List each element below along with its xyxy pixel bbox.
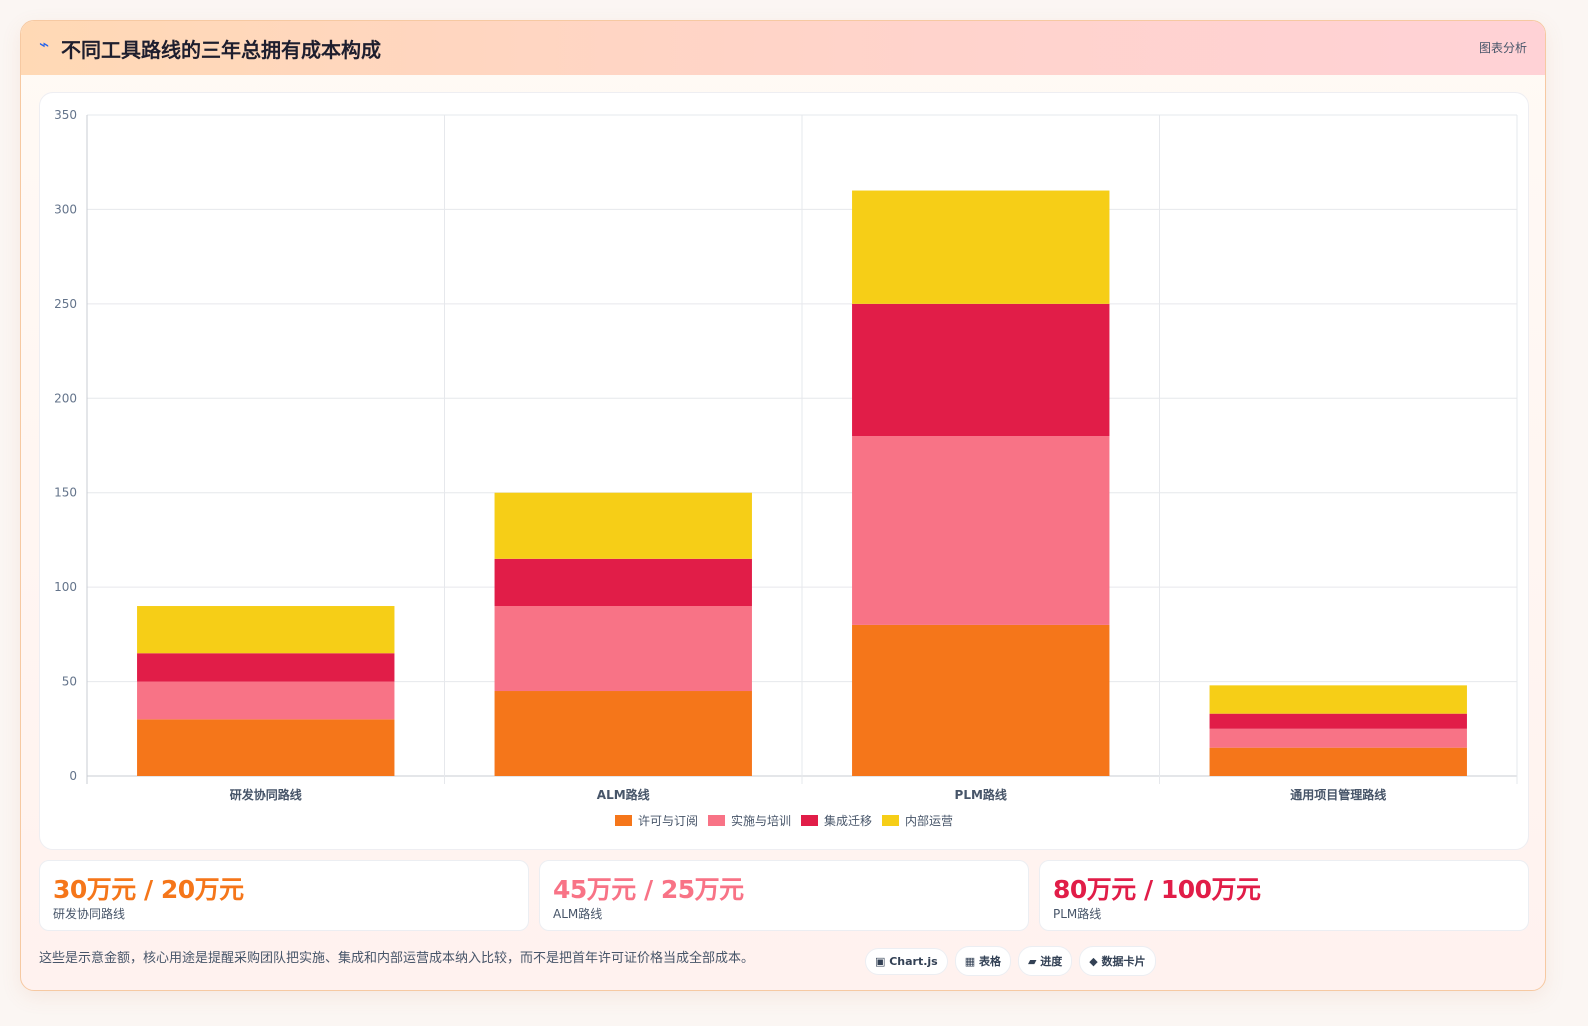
stat-card-plm: 80万元 / 100万元 PLM路线 — [1039, 860, 1529, 931]
legend-label: 许可与订阅 — [637, 814, 698, 828]
legend-swatch — [707, 815, 725, 826]
stat-label: 研发协同路线 — [53, 907, 126, 921]
chart-analysis-tag: 图表分析 — [1478, 41, 1527, 55]
chip-progress[interactable]: ▰ 进度 — [1017, 946, 1073, 976]
x-category-label: 研发协同路线 — [230, 787, 302, 802]
bar-segment — [1209, 685, 1467, 714]
bar-segment — [494, 691, 752, 776]
lightning-icon: ⌁ — [39, 35, 50, 55]
chip-chartjs[interactable]: ▣ Chart.js — [865, 948, 948, 975]
stat-label: PLM路线 — [1053, 907, 1102, 921]
x-category-label: 通用项目管理路线 — [1290, 787, 1386, 802]
y-tick-label: 300 — [54, 202, 77, 216]
stat-value: 80万元 / 100万元 — [1053, 875, 1261, 904]
legend-item[interactable]: 实施与培训 — [707, 812, 791, 829]
stat-value: 45万元 / 25万元 — [553, 875, 744, 904]
y-tick-label: 150 — [54, 486, 77, 500]
y-tick-label: 100 — [54, 580, 77, 594]
card-header: ⌁ 不同工具路线的三年总拥有成本构成 图表分析 — [21, 21, 1545, 75]
stat-card-rd: 30万元 / 20万元 研发协同路线 — [39, 860, 529, 931]
bar-segment — [494, 492, 752, 559]
y-tick-label: 50 — [62, 675, 77, 689]
bar-segment — [852, 303, 1110, 437]
stacked-bar-chart: 0 50 100 150 200 250 300 350 研发协同路线 ALM路线 PLM路线 通用项… — [54, 108, 1518, 802]
x-category-label: ALM路线 — [597, 787, 650, 802]
bar-segment — [137, 653, 395, 682]
legend-label: 实施与培训 — [730, 814, 791, 828]
bar-segment — [137, 606, 395, 654]
bar-segment — [852, 624, 1110, 776]
feature-chips: ▣ Chart.js ▦ 表格 ▰ 进度 ◆ 数据卡片 — [865, 946, 1163, 976]
y-tick-label: 200 — [54, 391, 77, 405]
y-tick-label: 0 — [69, 769, 77, 783]
stat-label: ALM路线 — [553, 907, 603, 921]
bar-segment — [1209, 747, 1467, 776]
legend-swatch — [882, 815, 900, 826]
footnote: 这些是示意金额，核心用途是提醒采购团队把实施、集成和内部运营成本纳入比较，而不是… — [39, 951, 755, 966]
stat-value: 30万元 / 20万元 — [53, 875, 244, 904]
bar-segment — [852, 190, 1110, 304]
legend-item[interactable]: 许可与订阅 — [614, 812, 698, 829]
bar-segment — [494, 606, 752, 692]
bar-segment — [852, 436, 1110, 625]
bar-segment — [1209, 728, 1467, 748]
y-tick-label: 350 — [54, 108, 77, 122]
bar-segment — [494, 558, 752, 607]
chart-card: ⌁ 不同工具路线的三年总拥有成本构成 图表分析 0 50 100 150 200 250 3… — [20, 20, 1546, 991]
legend-label: 集成迁移 — [824, 814, 873, 828]
bar-segment — [137, 681, 395, 720]
legend-swatch — [801, 815, 818, 826]
chip-table[interactable]: ▦ 表格 — [954, 946, 1011, 976]
stat-card-alm: 45万元 / 25万元 ALM路线 — [539, 860, 1029, 931]
chart-legend: 许可与订阅 实施与培训 集成迁移 内部运营 — [40, 812, 1528, 829]
legend-item[interactable]: 内部运营 — [882, 812, 953, 829]
chart-container: 0 50 100 150 200 250 300 350 研发协同路线 ALM路线 PLM路线 通用项… — [39, 92, 1529, 850]
bar-segment — [1209, 713, 1467, 729]
legend-label: 内部运营 — [905, 814, 954, 828]
x-category-label: PLM路线 — [955, 787, 1007, 802]
bar-segment — [137, 719, 395, 776]
legend-item[interactable]: 集成迁移 — [801, 812, 872, 829]
chip-data-card[interactable]: ◆ 数据卡片 — [1079, 946, 1156, 976]
chart-title: 不同工具路线的三年总拥有成本构成 — [61, 38, 381, 62]
legend-swatch — [614, 815, 632, 826]
y-tick-label: 250 — [54, 297, 77, 311]
